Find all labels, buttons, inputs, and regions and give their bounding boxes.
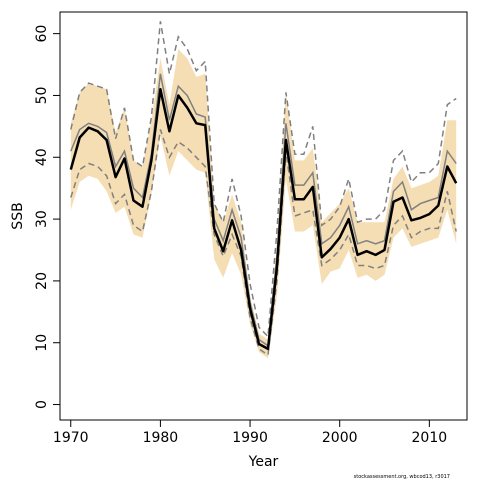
footnote: stockassessment.org, wbcod13, r3017 <box>354 474 450 480</box>
x-tick-label: 2000 <box>322 430 358 446</box>
x-tick-label: 1990 <box>232 430 268 446</box>
y-axis-label: SSB <box>10 202 26 229</box>
x-tick-label: 1980 <box>143 430 179 446</box>
alt-lower-dashed-line <box>70 129 457 357</box>
y-axis: 0 10 20 30 40 50 60 <box>34 25 61 409</box>
y-tick-label: 60 <box>34 25 50 43</box>
y-tick-label: 0 <box>34 400 50 409</box>
alt-upper-dashed-line <box>70 21 457 339</box>
x-axis: 1970 1980 1990 2000 2010 <box>53 419 448 446</box>
ssb-estimate-line <box>69 88 458 351</box>
alt-estimate-line <box>70 73 457 348</box>
y-tick-label: 50 <box>34 87 50 105</box>
y-tick-label: 30 <box>34 210 50 228</box>
y-tick-label: 20 <box>34 272 50 290</box>
y-tick-label: 40 <box>34 148 50 166</box>
y-tick-label: 10 <box>34 334 50 352</box>
series-lines-layer <box>69 21 458 357</box>
x-axis-label: Year <box>248 454 279 470</box>
x-tick-label: 1970 <box>53 430 89 446</box>
x-tick-label: 2010 <box>412 430 448 446</box>
